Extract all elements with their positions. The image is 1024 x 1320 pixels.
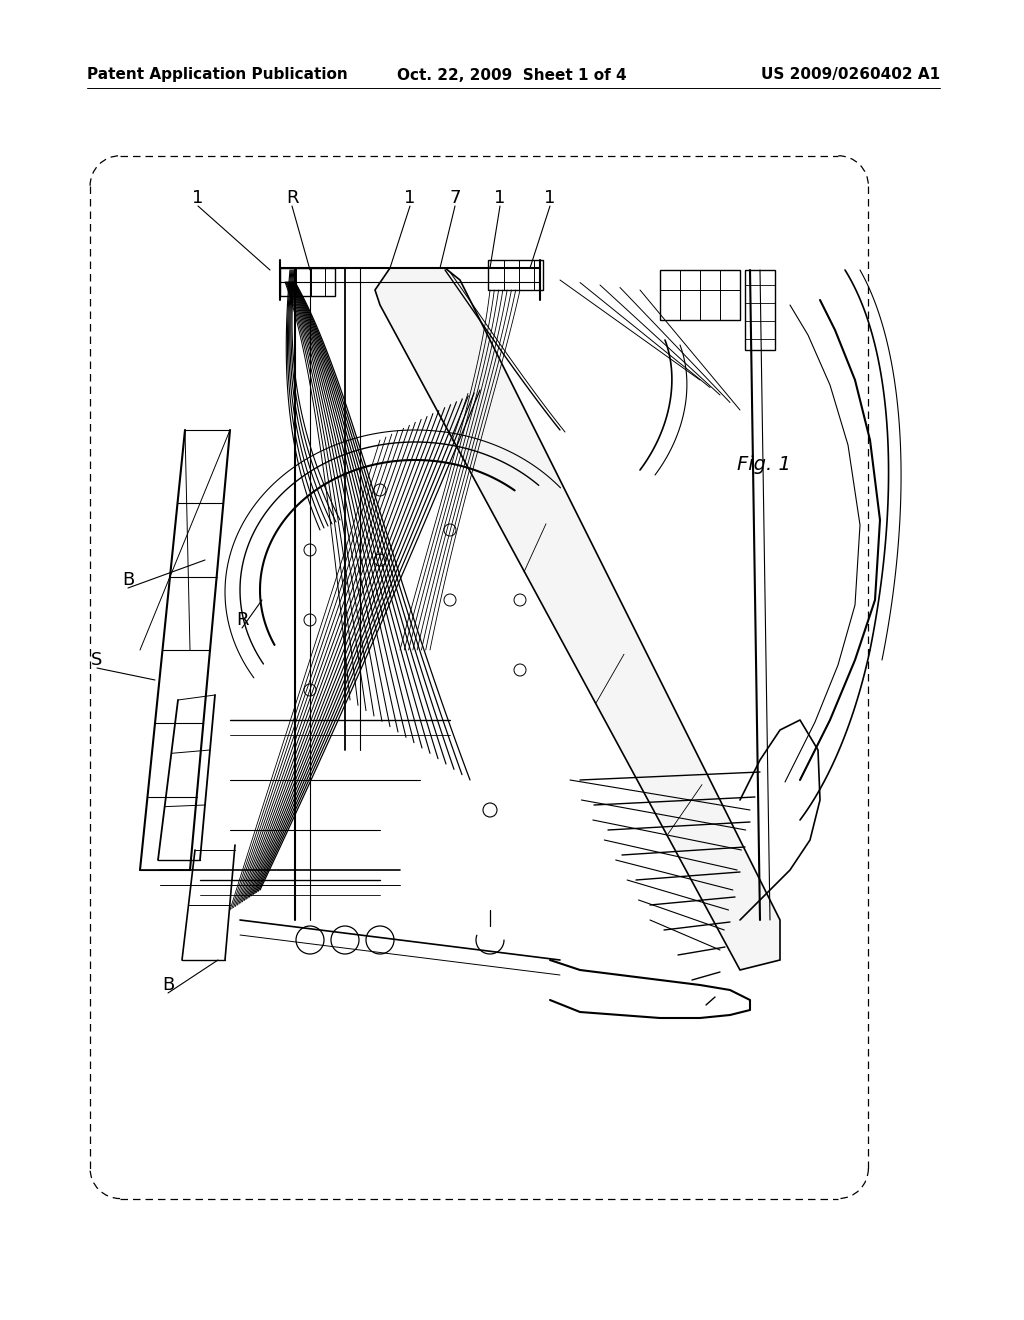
Bar <box>280 268 335 296</box>
Text: Patent Application Publication: Patent Application Publication <box>87 67 348 82</box>
Bar <box>488 260 543 290</box>
Text: R: R <box>286 189 298 207</box>
Text: 1: 1 <box>193 189 204 207</box>
Text: 1: 1 <box>545 189 556 207</box>
Text: Fig. 1: Fig. 1 <box>737 455 792 474</box>
Text: US 2009/0260402 A1: US 2009/0260402 A1 <box>761 67 940 82</box>
Text: 1: 1 <box>495 189 506 207</box>
Bar <box>660 271 740 319</box>
Text: B: B <box>122 572 134 589</box>
Text: 1: 1 <box>404 189 416 207</box>
Text: 7: 7 <box>450 189 461 207</box>
Text: R: R <box>236 611 248 630</box>
Text: S: S <box>91 651 102 669</box>
Text: B: B <box>162 975 174 994</box>
Bar <box>745 271 775 350</box>
Text: Oct. 22, 2009  Sheet 1 of 4: Oct. 22, 2009 Sheet 1 of 4 <box>397 67 627 82</box>
Polygon shape <box>375 268 780 970</box>
